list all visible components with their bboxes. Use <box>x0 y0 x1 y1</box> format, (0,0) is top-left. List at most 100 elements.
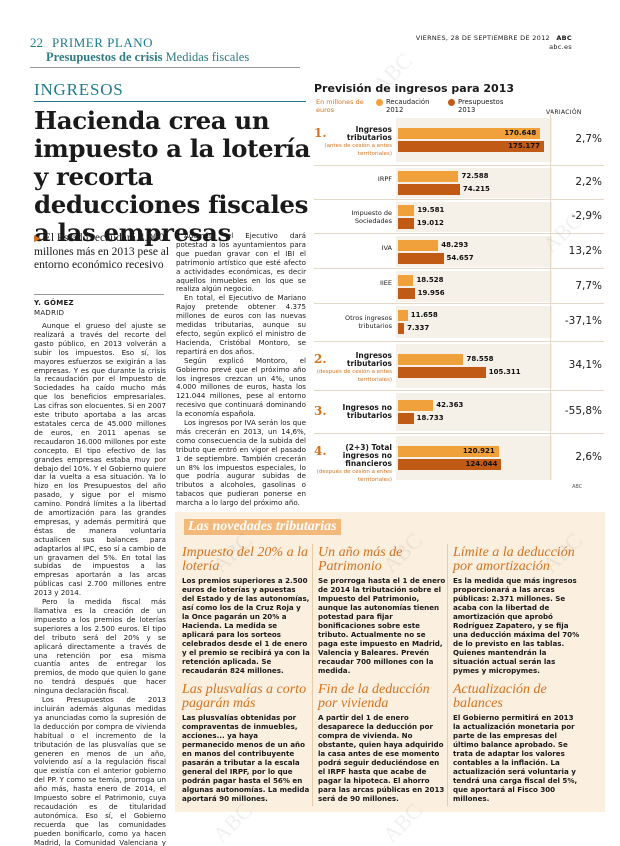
category-text: IIEE <box>379 278 392 287</box>
byline-rule <box>34 294 164 295</box>
category-note: (después de cesión a entes territoriales… <box>316 369 392 383</box>
category-note: (antes de cesión a entes territoriales) <box>324 143 392 157</box>
bar-2012 <box>398 354 464 365</box>
category-label: IRPF <box>314 175 392 183</box>
header-rule <box>30 67 300 68</box>
bar-value-label: 105.311 <box>488 368 521 376</box>
category-number: 2. <box>314 352 327 366</box>
category-label: 1. Ingresos tributarios (antes de cesión a… <box>314 126 392 158</box>
bar-2012 <box>398 400 434 411</box>
page-number: 22 <box>30 35 43 50</box>
bar-2012 <box>398 239 439 251</box>
bar-value-label: 18.528 <box>416 275 444 284</box>
bar-value-label: 54.657 <box>446 253 474 262</box>
chart-row <box>396 436 552 480</box>
legend-label-2013: Presupuestos 2013 <box>458 98 504 114</box>
bar-2012 <box>398 274 414 286</box>
subtitle-rest: Medidas fiscales <box>165 50 250 64</box>
bar-2012 <box>398 128 541 139</box>
paper-name: ABC <box>556 34 572 42</box>
paragraph: Además, el Ejecutivo dará potestad a los… <box>176 231 306 294</box>
chart-title: Previsión de ingresos para 2013 <box>314 82 515 95</box>
row-separator <box>314 268 604 269</box>
legend-swatch-2013 <box>448 99 455 106</box>
variation-value: -2,9% <box>571 210 602 222</box>
byline: Y. GÓMEZ MADRID <box>34 298 74 318</box>
variation-value: 7,7% <box>575 279 602 292</box>
category-text: Impuesto de Sociedades <box>351 209 392 225</box>
category-label: 4. (2+3) Total ingresos no financieros (de… <box>314 444 392 484</box>
variation-value: 2,2% <box>575 176 602 188</box>
paragraph: Según explicó Montoro, el Gobierno prevé… <box>176 355 306 419</box>
row-separator <box>314 165 604 166</box>
bar-value-label: 124.044 <box>465 460 498 468</box>
chart-row <box>396 202 552 232</box>
chart-row <box>396 344 552 388</box>
novedad-title: Actualización de balances <box>453 682 547 711</box>
category-label: 3. Ingresos no tributarios <box>314 404 392 420</box>
chart-row <box>396 118 552 162</box>
variation-value: 13,2% <box>568 244 602 257</box>
category-text: IVA <box>381 243 392 252</box>
bar-2013 <box>398 287 415 299</box>
category-number: 1. <box>314 126 327 140</box>
author-name: Y. GÓMEZ <box>34 299 74 307</box>
bar-value-label: 19.581 <box>417 206 445 214</box>
bar-value-label: 42.363 <box>436 401 464 409</box>
bar-value-label: 19.012 <box>416 219 444 227</box>
bar-2013 <box>398 252 444 264</box>
novedades-title: Las novedades tributarias <box>184 519 341 535</box>
article-headline: Hacienda crea un impuesto a la lotería y… <box>34 106 311 247</box>
row-separator <box>314 233 604 234</box>
bar-value-label: 48.293 <box>441 240 469 249</box>
row-separator <box>314 433 604 434</box>
row-separator <box>314 303 604 304</box>
section-name: PRIMER PLANO <box>52 35 153 50</box>
novedad-title: Un año más de Patrimonio <box>318 545 403 574</box>
bar-2012 <box>398 205 415 216</box>
column-divider <box>312 544 313 806</box>
category-text: (2+3) Total ingresos no financieros <box>342 443 392 468</box>
paragraph: Aunque el grueso del ajuste se realizará… <box>34 321 166 598</box>
paragraph: Los Presupuestos de 2013 incluirán ademá… <box>34 695 166 846</box>
article-kicker: INGRESOS <box>34 80 124 99</box>
subtitle-bold: Presupuestos de crisis <box>46 50 163 64</box>
bar-value-label: 72.588 <box>461 172 489 180</box>
date-text: VIERNES, 28 DE SEPTIEMBRE DE 2012 <box>415 34 550 42</box>
bar-2012 <box>398 310 408 321</box>
novedad-text: A partir del 1 de enero desaparece la de… <box>318 713 445 803</box>
category-number: 3. <box>314 404 327 418</box>
bar-2012 <box>398 171 459 182</box>
legend-label-2012: Recaudación 2012 <box>386 98 430 114</box>
chart-units: En millones de euros <box>316 98 364 114</box>
article-column-1: Aunque el grueso del ajuste se realizará… <box>34 321 166 846</box>
row-separator <box>314 199 604 200</box>
paragraph: En total, el Ejecutivo de Mariano Rajoy … <box>176 293 306 356</box>
bar-2013 <box>398 184 460 195</box>
bar-2012 <box>398 446 499 457</box>
revenue-chart: 1. Ingresos tributarios (antes de cesión a… <box>314 110 604 483</box>
novedad-title: Impuesto del 20% a la lotería <box>182 545 308 574</box>
category-label: 2. Ingresos tributarios (después de cesión… <box>314 352 392 384</box>
bar-2013 <box>398 141 544 152</box>
row-separator <box>314 341 604 342</box>
bar-2013 <box>398 413 414 424</box>
variation-divider <box>550 110 551 480</box>
category-label: Otros ingresos tributarios <box>314 314 392 330</box>
bar-2013 <box>398 323 405 334</box>
bar-2013 <box>398 218 414 229</box>
chart-row <box>396 271 552 302</box>
novedad-title: Las plusvalías a corto pagarán más <box>182 682 307 711</box>
article-column-2: Además, el Ejecutivo dará potestad a los… <box>176 231 306 508</box>
variation-value: 34,1% <box>568 359 602 371</box>
paragraph: Pero la medida fiscal más llamativa es l… <box>34 597 166 696</box>
issue-date: VIERNES, 28 DE SEPTIEMBRE DE 2012 ABC ab… <box>416 34 572 52</box>
category-text: Ingresos no tributarios <box>342 403 392 420</box>
bar-value-label: 175.177 <box>508 142 540 150</box>
category-number: 4. <box>314 444 327 458</box>
novedad-text: Es la medida que más ingresos proporcion… <box>453 576 580 675</box>
bar-value-label: 19.956 <box>417 288 445 297</box>
category-text: Ingresos tributarios <box>346 351 392 368</box>
category-text: Ingresos tributarios <box>346 125 392 142</box>
variation-value: 2,6% <box>575 451 602 463</box>
